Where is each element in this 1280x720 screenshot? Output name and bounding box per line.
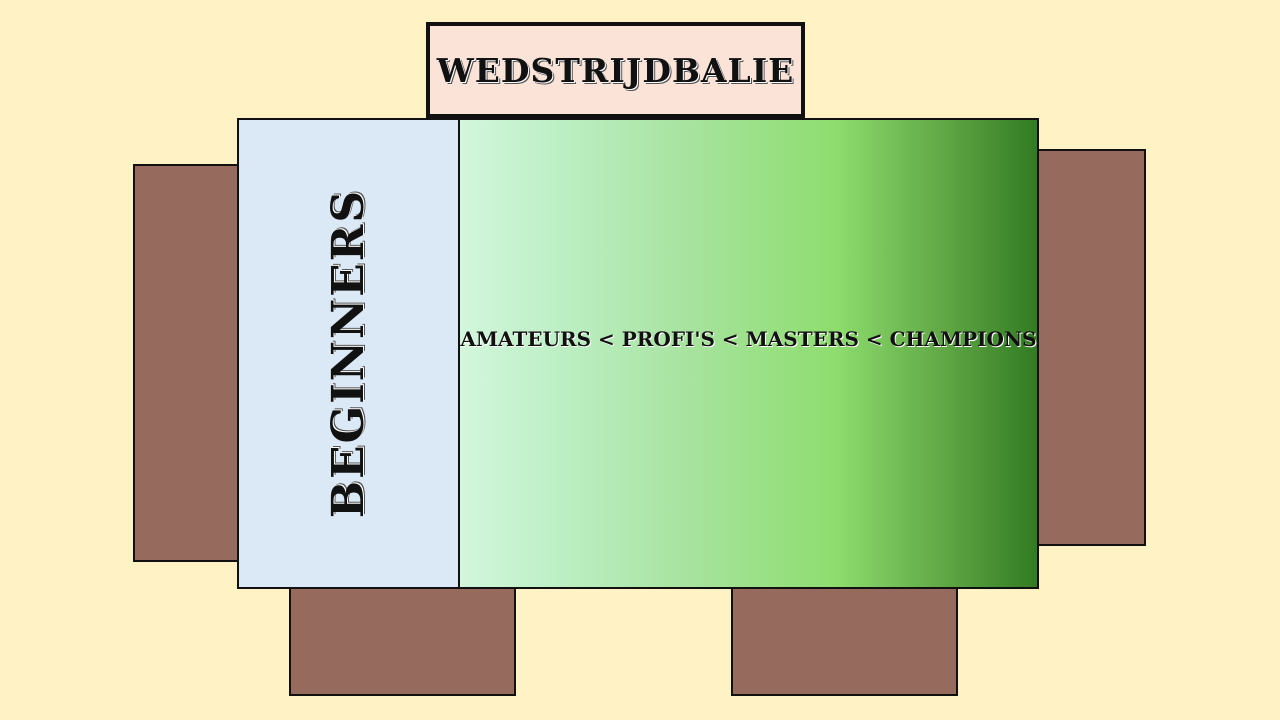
levels-label: AMATEURS < PROFI'S < MASTERS < CHAMPIONS [460, 326, 1037, 351]
table-bottom-left [289, 586, 516, 696]
beginners-zone: BEGINNERS [239, 120, 460, 587]
table-bottom-right [731, 586, 958, 696]
competition-floor: BEGINNERS AMATEURS < PROFI'S < MASTERS <… [237, 118, 1039, 589]
competition-counter: WEDSTRIJDBALIE [426, 22, 805, 118]
counter-label: WEDSTRIJDBALIE [436, 50, 795, 90]
levels-zone: AMATEURS < PROFI'S < MASTERS < CHAMPIONS [460, 120, 1037, 587]
table-left [133, 164, 240, 562]
table-right [1036, 149, 1146, 546]
beginners-label: BEGINNERS [323, 188, 375, 519]
